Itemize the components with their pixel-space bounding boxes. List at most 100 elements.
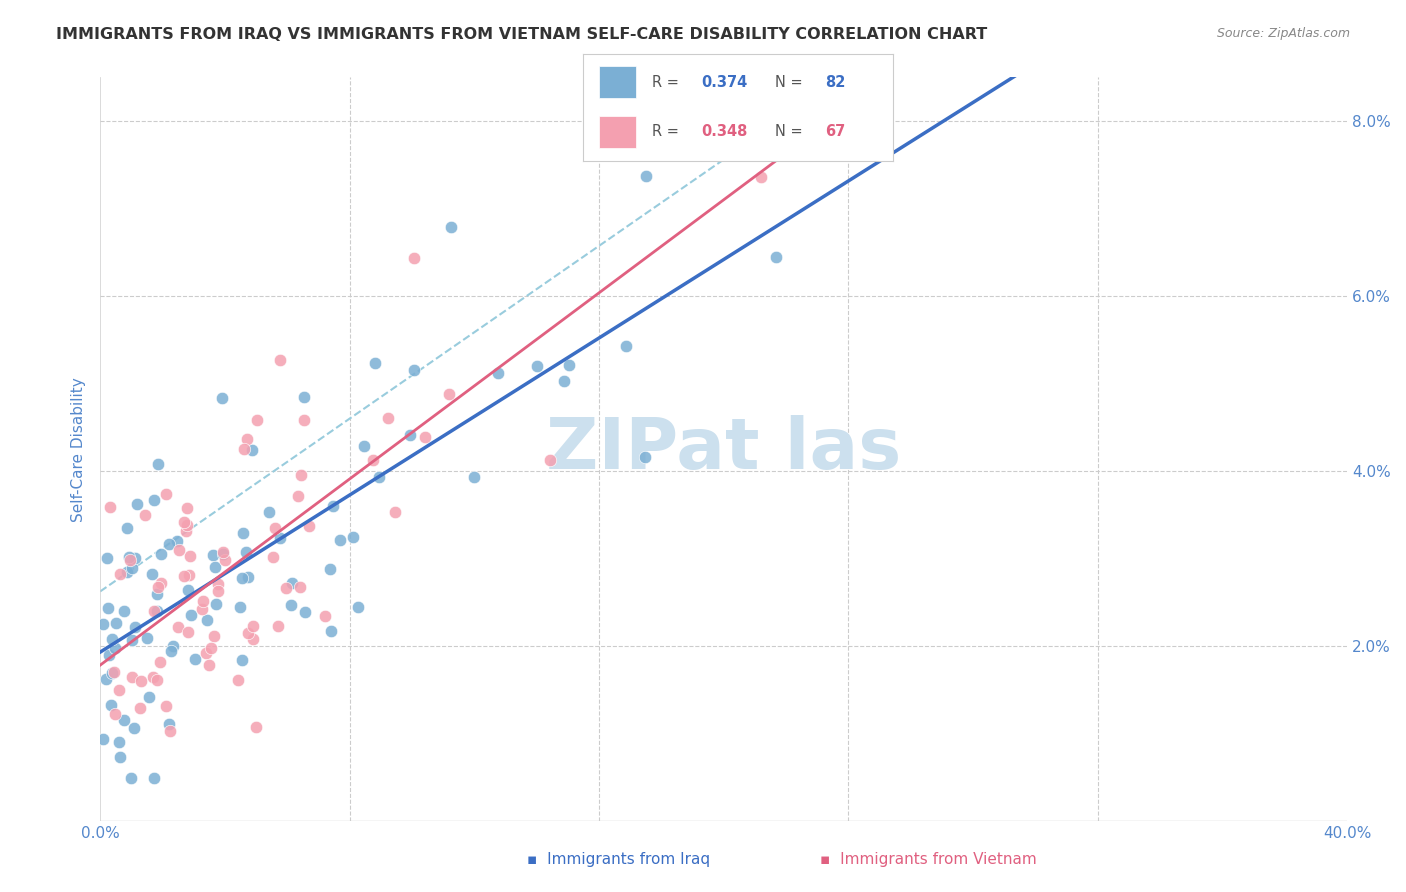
Point: [103, 665, 125, 679]
Text: N =: N =: [775, 124, 807, 139]
Point: [280, 599, 302, 613]
Point: [558, 359, 581, 373]
FancyBboxPatch shape: [599, 116, 636, 148]
Point: [142, 670, 165, 684]
Point: [173, 515, 195, 529]
Point: [538, 453, 561, 467]
Point: [749, 169, 772, 184]
Point: [346, 599, 368, 614]
Point: [267, 619, 290, 633]
Y-axis label: Self-Care Disability: Self-Care Disability: [72, 377, 86, 522]
Point: [207, 576, 229, 591]
Point: [211, 391, 233, 405]
Point: [155, 487, 177, 501]
Point: [384, 505, 406, 519]
Point: [179, 549, 201, 564]
Text: 82: 82: [825, 75, 845, 90]
Point: [259, 505, 281, 519]
Point: [148, 457, 170, 471]
Point: [115, 521, 138, 535]
Point: [195, 646, 218, 660]
Point: [157, 717, 180, 731]
Text: Source: ZipAtlas.com: Source: ZipAtlas.com: [1216, 27, 1350, 40]
Point: [145, 604, 167, 618]
Point: [231, 571, 253, 585]
Point: [108, 567, 131, 582]
Point: [155, 698, 177, 713]
Point: [177, 567, 200, 582]
Point: [314, 608, 336, 623]
Point: [134, 508, 156, 522]
Point: [269, 352, 291, 367]
Point: [232, 525, 254, 540]
Point: [636, 169, 658, 183]
Point: [145, 587, 167, 601]
Point: [166, 620, 188, 634]
Text: IMMIGRANTS FROM IRAQ VS IMMIGRANTS FROM VIETNAM SELF-CARE DISABILITY CORRELATION: IMMIGRANTS FROM IRAQ VS IMMIGRANTS FROM …: [56, 27, 987, 42]
Point: [101, 632, 124, 646]
Point: [486, 366, 509, 380]
Point: [120, 771, 142, 785]
Point: [614, 339, 637, 353]
Point: [159, 723, 181, 738]
Point: [184, 652, 207, 666]
Point: [437, 386, 460, 401]
Point: [292, 390, 315, 404]
FancyBboxPatch shape: [599, 66, 636, 98]
Point: [201, 548, 224, 562]
Text: ZIPat las: ZIPat las: [546, 415, 901, 484]
Point: [399, 428, 422, 442]
Point: [118, 550, 141, 565]
Point: [704, 99, 727, 113]
Point: [226, 673, 249, 687]
Text: 67: 67: [825, 124, 845, 139]
Point: [129, 674, 152, 689]
Point: [104, 707, 127, 722]
Point: [264, 521, 287, 535]
Point: [105, 616, 128, 631]
Point: [174, 524, 197, 538]
Point: [124, 551, 146, 566]
Point: [440, 220, 463, 235]
Point: [292, 413, 315, 427]
Point: [322, 499, 344, 513]
Point: [135, 631, 157, 645]
Point: [319, 562, 342, 576]
Text: R =: R =: [651, 124, 683, 139]
Point: [162, 640, 184, 654]
Point: [143, 604, 166, 618]
Point: [298, 519, 321, 533]
Point: [205, 597, 228, 611]
Text: ▪  Immigrants from Iraq: ▪ Immigrants from Iraq: [527, 852, 710, 867]
Point: [96, 601, 118, 615]
Text: 0.374: 0.374: [702, 75, 747, 90]
Point: [290, 468, 312, 483]
Point: [127, 497, 149, 511]
Point: [281, 575, 304, 590]
Point: [262, 550, 284, 565]
Point: [242, 632, 264, 646]
Point: [377, 411, 399, 425]
Point: [122, 721, 145, 735]
Point: [177, 625, 200, 640]
Point: [124, 620, 146, 634]
Point: [167, 543, 190, 558]
Point: [288, 580, 311, 594]
Point: [145, 673, 167, 687]
Point: [177, 583, 200, 598]
Point: [197, 658, 219, 673]
Point: [108, 682, 131, 697]
Point: [214, 553, 236, 567]
Point: [526, 359, 548, 374]
Text: R =: R =: [651, 75, 683, 90]
Point: [329, 533, 352, 547]
Point: [150, 547, 173, 561]
Point: [112, 713, 135, 727]
Point: [342, 530, 364, 544]
Point: [93, 616, 115, 631]
Point: [120, 553, 142, 567]
Point: [242, 618, 264, 632]
Point: [233, 442, 256, 457]
Point: [236, 432, 259, 446]
Point: [236, 626, 259, 640]
